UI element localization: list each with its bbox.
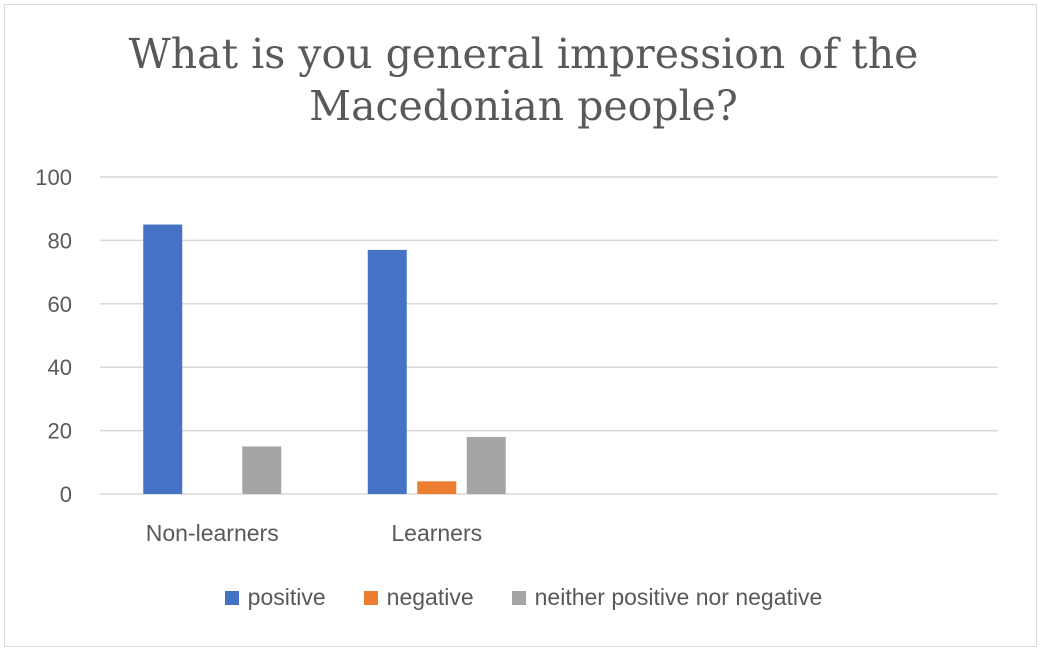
y-tick-label: 60 [48,292,72,317]
y-tick-label: 100 [35,165,72,190]
gridlines [100,176,998,495]
y-tick-label: 40 [48,355,72,380]
bar-negative-learners [417,481,457,494]
y-tick-label: 80 [48,228,72,253]
legend-label: negative [386,584,474,610]
bar-neither-positive-nor-negative-non-learners [242,446,282,494]
chart-title: What is you general impression of the Ma… [0,28,1047,132]
bars [143,224,506,495]
legend-swatch [224,590,239,605]
y-axis-ticks: 0 20 40 60 80 100 [35,165,72,507]
legend-item: negative [363,584,474,611]
legend-label: positive [247,584,326,610]
chart-title-line-1: What is you general impression of the [128,30,919,78]
bar-neither-positive-nor-negative-learners [466,436,506,494]
legend-item: positive [224,584,326,611]
category-label: Learners [391,520,482,546]
category-label: Non-learners [146,520,279,546]
bar-positive-learners [367,249,407,494]
category-labels: Non-learners Learners [146,520,482,546]
bar-positive-non-learners [143,224,183,495]
legend: positive negative neither positive nor neg… [0,584,1047,611]
legend-swatch [363,590,378,605]
y-tick-label: 0 [60,482,72,507]
legend-swatch [511,590,526,605]
y-tick-label: 20 [48,419,72,444]
legend-item: neither positive nor negative [511,584,823,611]
chart-title-line-2: Macedonian people? [309,82,738,130]
legend-label: neither positive nor negative [534,584,823,610]
